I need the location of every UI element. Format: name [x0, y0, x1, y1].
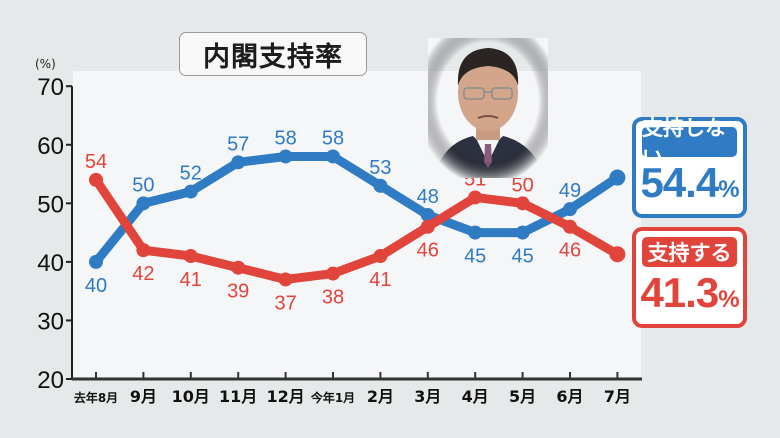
- data-point: [326, 266, 340, 281]
- data-point: [231, 155, 246, 170]
- percent-sign: %: [718, 286, 739, 313]
- data-point: [515, 225, 530, 240]
- data-label: 46: [417, 240, 439, 262]
- data-label: 42: [132, 263, 154, 285]
- data-point: [89, 172, 103, 187]
- data-point: [278, 272, 293, 287]
- data-label: 45: [464, 246, 486, 268]
- legend-approve-label: 支持する: [642, 237, 737, 267]
- data-point: [515, 196, 530, 211]
- data-point: [563, 202, 577, 217]
- data-label: 58: [322, 127, 344, 149]
- y-axis-unit: (%): [35, 57, 56, 71]
- data-label: 54: [85, 151, 107, 173]
- portrait-photo: [428, 38, 548, 178]
- x-tick-label: 3月: [414, 387, 441, 406]
- x-tick-label: 10月: [172, 387, 210, 406]
- x-tick-label: 去年8月: [74, 390, 118, 405]
- data-point: [183, 184, 198, 199]
- y-tick-label: 50: [37, 191, 64, 218]
- y-tick-label: 30: [37, 308, 64, 335]
- legend-disapprove-value: 54.4%: [636, 159, 743, 207]
- legend-approve: 支持する 41.3%: [632, 227, 747, 328]
- data-point: [468, 225, 483, 240]
- data-label: 49: [559, 180, 581, 202]
- series-disapprove: 40 50 52 57 58 58 53 48 45 45 49: [85, 127, 626, 297]
- data-point: [468, 190, 483, 205]
- data-label: 40: [85, 275, 107, 297]
- chart-title: 内閣支持率: [179, 32, 367, 76]
- x-tick-label: 5月: [509, 387, 536, 406]
- x-tick-label: 12月: [266, 387, 304, 406]
- x-tick-label: 6月: [556, 387, 583, 406]
- data-point: [183, 249, 198, 264]
- data-point: [136, 196, 151, 211]
- disapprove-number: 54.4: [640, 159, 719, 206]
- data-point: [609, 246, 626, 263]
- data-point: [231, 260, 246, 275]
- legend-disapprove: 支持しない 54.4%: [632, 116, 747, 218]
- data-label: 50: [132, 174, 154, 196]
- x-tick-label: 11月: [219, 387, 257, 406]
- x-tick-label: 今年1月: [310, 390, 355, 405]
- data-label: 53: [369, 157, 391, 179]
- x-tick-label: 2月: [367, 387, 394, 406]
- legend-approve-value: 41.3%: [636, 269, 743, 317]
- legend-disapprove-label: 支持しない: [642, 116, 737, 170]
- data-point: [373, 249, 388, 264]
- series-line: [91, 151, 622, 267]
- x-tick-label: 7月: [604, 387, 631, 406]
- data-label: 41: [180, 269, 202, 291]
- data-label: 52: [180, 163, 202, 185]
- data-label: 38: [322, 287, 344, 309]
- percent-sign: %: [718, 176, 739, 203]
- data-point: [373, 178, 388, 193]
- data-point: [278, 149, 293, 164]
- data-point: [609, 169, 626, 186]
- data-label: 45: [511, 246, 533, 268]
- y-tick-label: 20: [37, 367, 64, 394]
- data-label: 41: [369, 269, 391, 291]
- series-line: [91, 175, 622, 284]
- approve-number: 41.3: [640, 269, 719, 316]
- data-label: 50: [511, 174, 533, 196]
- data-point: [420, 219, 435, 234]
- data-label: 57: [227, 133, 249, 155]
- y-tick-label: 60: [37, 133, 64, 160]
- data-label: 39: [227, 281, 249, 303]
- x-tick-label: 4月: [462, 387, 489, 406]
- y-tick-label: 40: [37, 250, 64, 277]
- data-point: [136, 243, 151, 258]
- data-point: [89, 254, 103, 269]
- x-tick-label: 9月: [130, 387, 157, 406]
- data-label: 48: [417, 186, 439, 208]
- y-tick-label: 70: [37, 74, 64, 101]
- data-point: [563, 219, 577, 234]
- data-label: 37: [274, 292, 296, 314]
- data-point: [420, 208, 435, 223]
- data-label: 58: [274, 127, 296, 149]
- data-point: [326, 149, 340, 164]
- data-label: 46: [559, 240, 581, 262]
